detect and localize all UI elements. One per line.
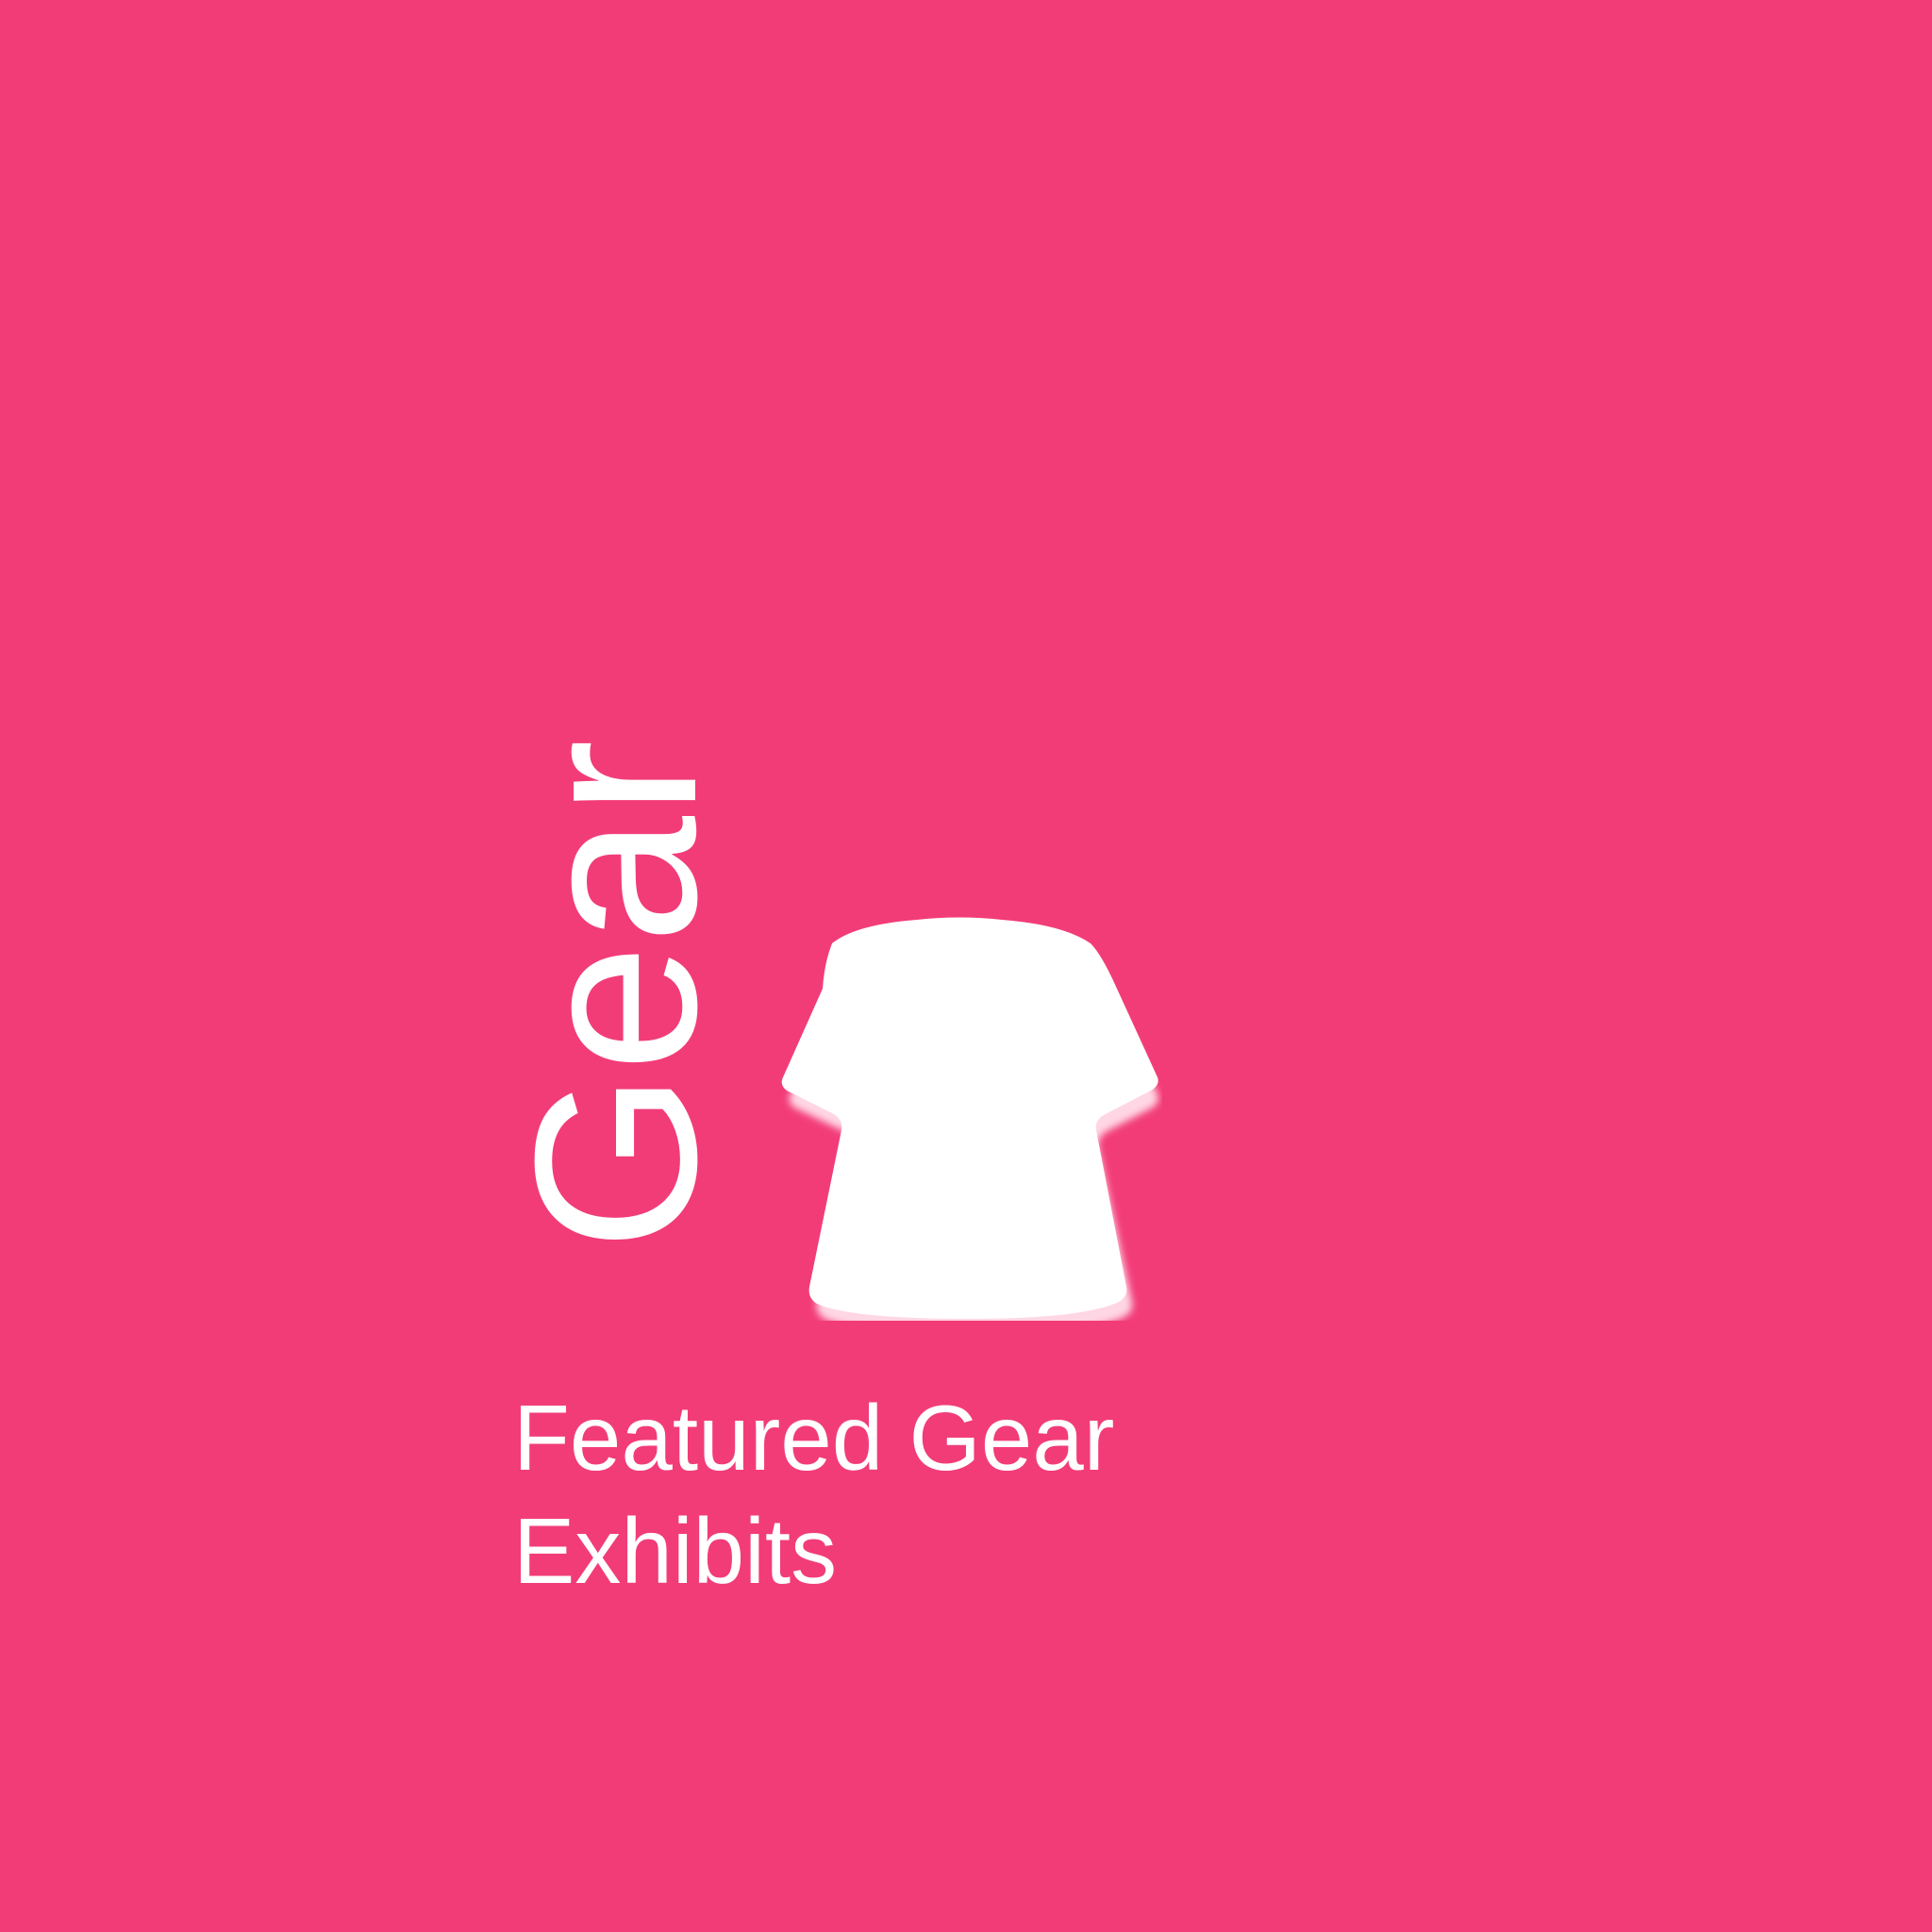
gear-vertical-label: Gear <box>487 739 744 1252</box>
caption-line-1: Featured Gear <box>513 1386 1115 1490</box>
tshirt-icon <box>781 917 1158 1321</box>
caption-line-2: Exhibits <box>513 1499 838 1603</box>
caption: Featured Gear Exhibits <box>513 1381 1551 1607</box>
